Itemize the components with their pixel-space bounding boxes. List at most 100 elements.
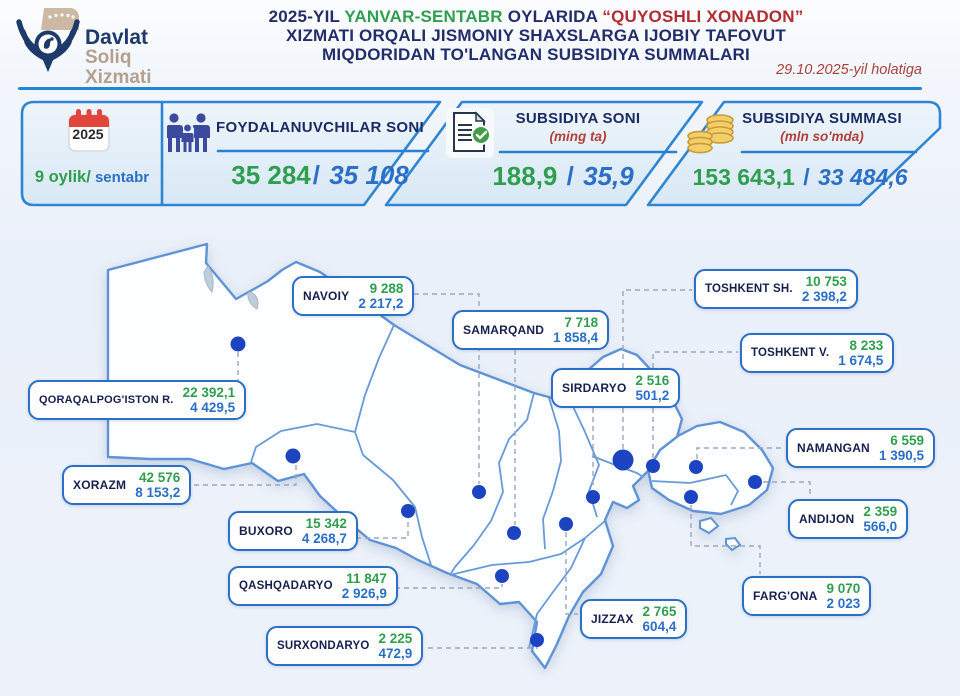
region-value-count: 7 718 [564, 315, 599, 330]
region-value-sum: 4 268,7 [301, 531, 347, 547]
connector-andijon [763, 481, 811, 497]
title-line3: MIQDORIDAN TO'LANGAN SUBSIDIYA SUMMALARI [322, 45, 750, 64]
region-value-sum: 8 153,2 [135, 485, 181, 501]
title-oylarida: OYLARIDA [507, 7, 598, 26]
agency-name-line2: Soliq [85, 47, 132, 69]
eagle-icon [16, 8, 80, 72]
region-value-count: 2 359 [863, 504, 898, 519]
card-sum-title: SUBSIDIYA SUMMASI [742, 110, 902, 127]
count-value-secondary: 35,9 [575, 161, 634, 191]
card-sum-values: 153 643,1 / 33 484,6 [674, 164, 926, 191]
region-label-buxoro: BUXORO 15 342 4 268,7 [228, 511, 358, 552]
connector-fargona [690, 505, 761, 574]
count-separator: / [566, 161, 574, 191]
region-label-namangan: NAMANGAN 6 559 1 390,5 [786, 428, 935, 469]
as-of-date: 29.10.2025-yil holatiga [776, 62, 922, 78]
region-label-samarqand: SAMARQAND 7 718 1 858,4 [452, 310, 610, 351]
region-name: NAMANGAN [797, 441, 870, 456]
title-line2: XIZMATI ORQALI JISMONIY SHAXSLARGA IJOBI… [285, 26, 786, 45]
region-value-count: 10 753 [805, 274, 847, 289]
region-value-sum: 2 217,2 [358, 296, 404, 312]
stats-badge-users [20, 100, 442, 207]
region-value-sum: 566,0 [863, 519, 898, 535]
sum-value-secondary: 33 484,6 [811, 164, 908, 190]
period-months: 9 oylik/ [34, 168, 91, 186]
region-values: 2 516 501,2 [636, 373, 670, 403]
region-values: 8 233 1 674,5 [838, 338, 883, 368]
region-value-count: 2 765 [642, 604, 677, 619]
region-value-count: 8 233 [849, 338, 884, 353]
dot-samarqand [507, 526, 521, 540]
card-count-title: SUBSIDIYA SONI [515, 110, 641, 127]
agency-name: Davlat Soliq Xizmati [85, 26, 152, 88]
card-count-values: 188,9 / 35,9 [455, 161, 671, 192]
region-value-sum: 1 390,5 [878, 448, 924, 464]
card-users-title: FOYDALANUVCHILAR SONI [216, 119, 424, 136]
region-value-count: 42 576 [138, 470, 181, 485]
dot-fargona [684, 490, 698, 504]
region-name: SAMARQAND [463, 323, 545, 338]
region-value-sum: 604,4 [642, 619, 677, 635]
region-value-count: 6 559 [890, 433, 924, 448]
aral-sea-remnant [203, 265, 259, 310]
region-value-count: 2 516 [635, 373, 670, 388]
connector-toshkent-v [652, 351, 738, 458]
connector-qashqadaryo [395, 584, 503, 589]
card-sum-subtitle: (mln so'mda) [780, 129, 864, 144]
region-name: SURXONDARYO [277, 640, 370, 653]
users-value-main: 35 284 [231, 160, 311, 190]
period-month: sentabr [90, 169, 150, 186]
connector-surxondaryo [428, 646, 538, 649]
connector-buxoro [356, 519, 409, 539]
region-value-sum: 2 023 [826, 596, 861, 612]
card-underlines [216, 149, 918, 154]
region-name: XORAZM [73, 478, 127, 493]
region-value-sum: 501,2 [635, 388, 670, 404]
card-count-subtitle: (ming ta) [549, 129, 607, 144]
region-value-count: 11 847 [346, 571, 387, 586]
region-values: 22 392,1 4 429,5 [183, 385, 236, 415]
dot-surxondaryo [530, 633, 544, 647]
dot-toshkent-v [646, 459, 660, 473]
header-divider [18, 87, 922, 90]
region-value-sum: 4 429,5 [190, 400, 236, 416]
region-label-qoraqalpogiston-r: QORAQALPOG'ISTON R. 22 392,1 4 429,5 [28, 380, 247, 421]
region-name: NAVOIY [303, 289, 350, 304]
connector-jizzax [565, 532, 578, 615]
uzbekistan-map [106, 242, 775, 670]
region-name: QASHQADARYO [239, 580, 333, 593]
region-value-sum: 2 926,9 [341, 586, 387, 602]
period-label: 9 oylik/ sentabr [14, 168, 170, 187]
region-values: 11 847 2 926,9 [342, 571, 387, 601]
region-name: JIZZAX [591, 612, 634, 627]
region-name: ANDIJON [799, 512, 855, 527]
region-name: TOSHKENT V. [751, 347, 830, 360]
region-values: 2 765 604,4 [643, 604, 677, 634]
region-dots [230, 336, 762, 647]
connector-xorazm [185, 464, 297, 486]
dot-toshkent-sh [612, 449, 634, 471]
subsidy-doc-icon [446, 108, 494, 158]
region-values: 6 559 1 390,5 [879, 433, 924, 463]
connector-namangan [696, 447, 784, 459]
label-connectors [185, 289, 811, 649]
region-value-sum: 1 674,5 [838, 353, 884, 369]
dot-jizzax [559, 517, 573, 531]
dot-qoraqalpogiston [230, 336, 246, 352]
sum-separator: / [803, 164, 810, 190]
agency-name-line1: Davlat [85, 26, 149, 49]
region-value-count: 9 070 [826, 581, 861, 596]
region-name: SIRDARYO [562, 381, 627, 396]
agency-logo [14, 6, 82, 78]
region-values: 42 576 8 153,2 [135, 470, 180, 500]
region-value-count: 22 392,1 [182, 385, 236, 400]
region-values: 9 070 2 023 [826, 581, 860, 611]
count-value-main: 188,9 [492, 161, 565, 191]
dot-sirdaryo [586, 490, 600, 504]
region-label-sirdaryo: SIRDARYO 2 516 501,2 [551, 368, 681, 409]
region-label-toshkent-v: TOSHKENT V. 8 233 1 674,5 [740, 333, 895, 374]
sum-value-main: 153 643,1 [692, 164, 802, 190]
fergana-valley-outline [646, 420, 775, 516]
family-icon [166, 112, 210, 154]
title-line1: 2025-YIL YANVAR-SENTABR OYLARIDA “QUYOSH… [238, 7, 834, 26]
